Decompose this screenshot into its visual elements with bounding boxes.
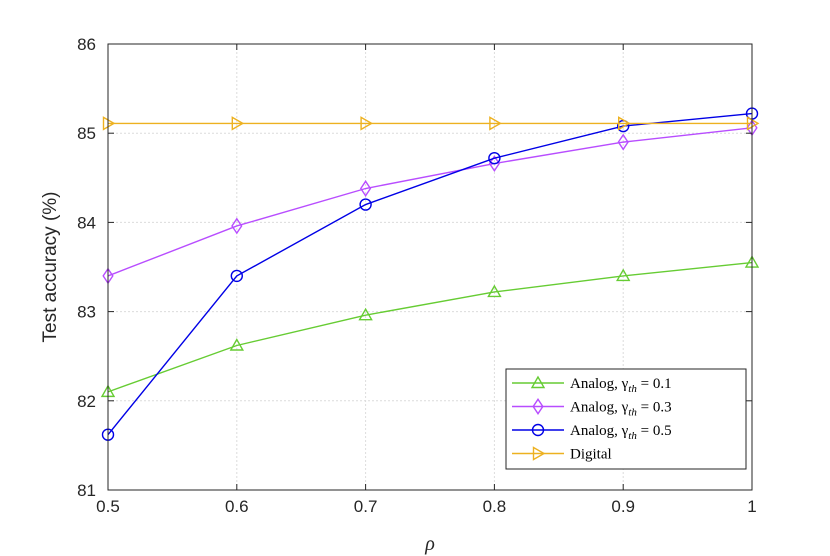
data-point bbox=[230, 269, 244, 283]
legend-box bbox=[505, 368, 747, 470]
legend-item: Digital bbox=[512, 446, 612, 463]
legend-item: Analog, γth = 0.5 bbox=[512, 423, 672, 442]
x-tick-label: 0.7 bbox=[354, 497, 378, 516]
data-point bbox=[488, 155, 501, 172]
y-tick-label: 86 bbox=[77, 35, 96, 54]
plot-area-frame bbox=[107, 43, 753, 491]
data-point bbox=[488, 151, 501, 165]
x-tick-label: 1 bbox=[747, 497, 756, 516]
x-axis-label: ρ bbox=[424, 533, 435, 555]
data-point bbox=[358, 307, 373, 321]
legend-label: Analog, γth = 0.1 bbox=[570, 376, 672, 395]
data-point bbox=[231, 217, 243, 235]
legend: Analog, γth = 0.1 Analog, γth = 0.3 Analog… bbox=[505, 368, 747, 470]
y-tick-label: 84 bbox=[77, 213, 96, 232]
legend-marker bbox=[531, 423, 545, 437]
data-point bbox=[489, 116, 502, 131]
y-axis-label: Test accuracy (%) bbox=[40, 192, 61, 343]
legend-item: Analog, γth = 0.1 bbox=[512, 375, 672, 395]
axis-ticks: 0.5 0.6 0.7 0.8 0.9 1 81 82 83 84 85 86 bbox=[77, 35, 757, 516]
legend-marker bbox=[530, 375, 546, 389]
data-point bbox=[487, 284, 502, 298]
data-point bbox=[102, 116, 116, 131]
x-tick-label: 0.9 bbox=[611, 497, 635, 516]
y-tick-label: 83 bbox=[77, 303, 96, 322]
series-3 bbox=[102, 116, 760, 131]
legend-item: Analog, γth = 0.3 bbox=[512, 398, 672, 419]
y-tick-label: 82 bbox=[77, 392, 96, 411]
series-1 bbox=[102, 119, 758, 285]
x-tick-label: 0.8 bbox=[483, 497, 507, 516]
data-point bbox=[615, 268, 631, 282]
data-point bbox=[746, 116, 760, 131]
series-line bbox=[107, 127, 753, 277]
legend-marker bbox=[532, 446, 546, 461]
x-tick-label: 0.5 bbox=[96, 497, 120, 516]
legend-label: Digital bbox=[570, 447, 612, 463]
data-point bbox=[617, 133, 629, 151]
data-point bbox=[618, 116, 631, 131]
data-point bbox=[229, 338, 245, 351]
series-line bbox=[107, 261, 753, 393]
data-point bbox=[359, 180, 372, 197]
data-point bbox=[360, 116, 374, 131]
legend-marker bbox=[532, 398, 544, 415]
y-tick-label: 85 bbox=[77, 124, 96, 143]
x-tick-label: 0.6 bbox=[225, 497, 249, 516]
data-point bbox=[359, 198, 372, 211]
y-tick-label: 81 bbox=[77, 481, 96, 500]
legend-label: Analog, γth = 0.5 bbox=[570, 423, 672, 442]
data-point bbox=[231, 116, 245, 131]
legend-label: Analog, γth = 0.3 bbox=[570, 400, 672, 419]
